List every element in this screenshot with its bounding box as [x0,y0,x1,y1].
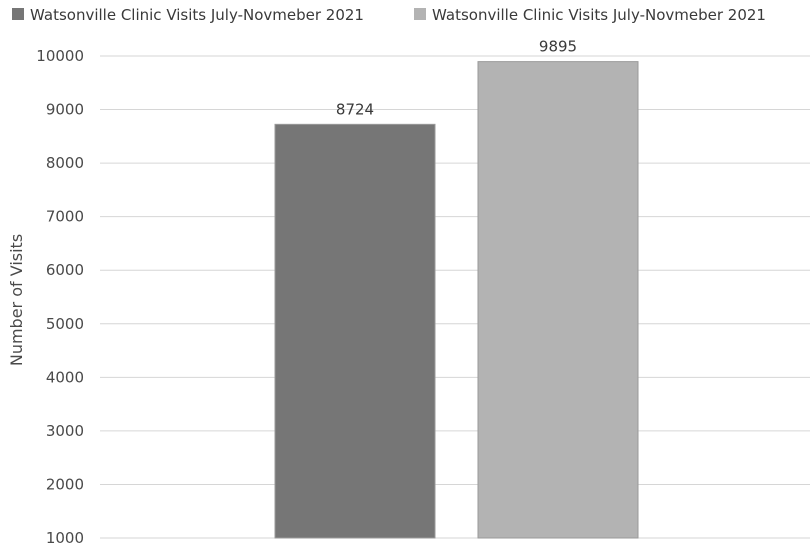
y-tick-label: 6000 [46,261,84,279]
y-tick-label: 8000 [46,154,84,172]
y-tick-label: 4000 [46,368,84,386]
y-tick-label: 9000 [46,101,84,119]
data-label-series-2: 9895 [539,38,577,56]
y-tick-label: 3000 [46,422,84,440]
legend-label-series-1: Watsonville Clinic Visits July-Novmeber … [30,6,364,24]
bars [274,61,639,539]
y-axis-tick-labels: 1000 2000 3000 4000 5000 6000 7000 8000 9000 1000… [36,47,84,546]
y-tick-label: 10000 [36,47,84,65]
data-label-series-1: 8724 [336,100,374,118]
y-axis-title: Number of Visits [7,234,26,366]
legend-label-series-2: Watsonville Clinic Visits July-Novmeber … [432,6,766,24]
legend-swatch-series-2 [414,8,426,20]
data-labels: 8724 9895 [336,38,577,119]
legend-swatch-series-1 [12,8,24,20]
bar-series-1 [274,123,436,539]
chart-legend: Watsonville Clinic Visits July-Novmeber … [12,6,766,24]
y-tick-label: 1000 [46,529,84,546]
gridlines [100,55,810,539]
bar-series-2 [477,61,639,539]
y-tick-label: 5000 [46,315,84,333]
y-tick-label: 7000 [46,208,84,226]
y-tick-label: 2000 [46,475,84,493]
